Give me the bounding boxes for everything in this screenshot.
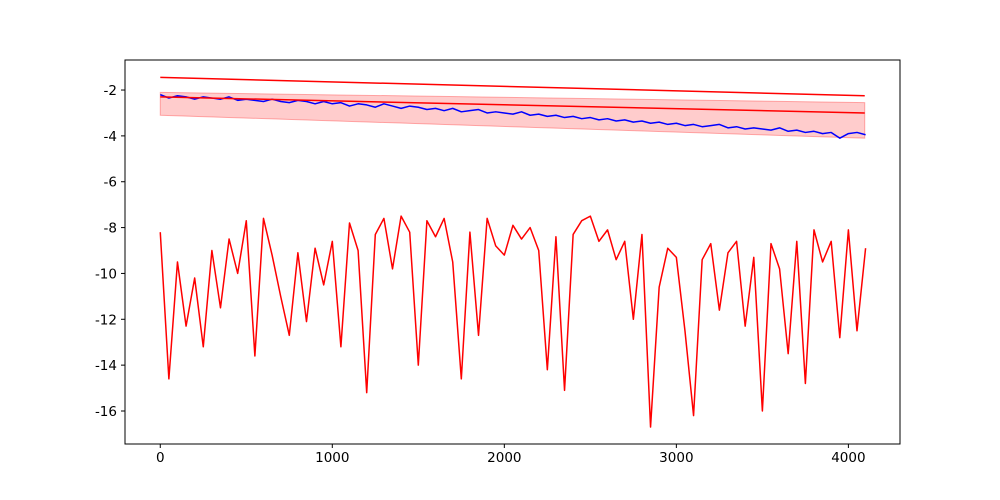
line [159, 215, 867, 428]
y-tick-label: -14 [95, 358, 117, 374]
x-tick-label: 3000 [659, 450, 693, 466]
line [160, 96, 865, 114]
y-tick-label: -6 [104, 175, 117, 191]
x-tick-label: 0 [156, 450, 165, 466]
x-tick-label: 2000 [487, 450, 521, 466]
y-tick-label: -2 [104, 83, 117, 99]
line [159, 93, 866, 139]
line [160, 76, 865, 97]
plot-frame [124, 59, 901, 445]
x-tick-label: 1000 [315, 450, 349, 466]
y-tick-label: -10 [95, 266, 117, 282]
y-tick-label: -4 [104, 129, 117, 145]
x-tick-label: 4000 [831, 450, 865, 466]
y-tick-label: -8 [104, 221, 117, 237]
y-tick-label: -12 [95, 312, 117, 328]
y-tick-label: -16 [95, 404, 117, 420]
